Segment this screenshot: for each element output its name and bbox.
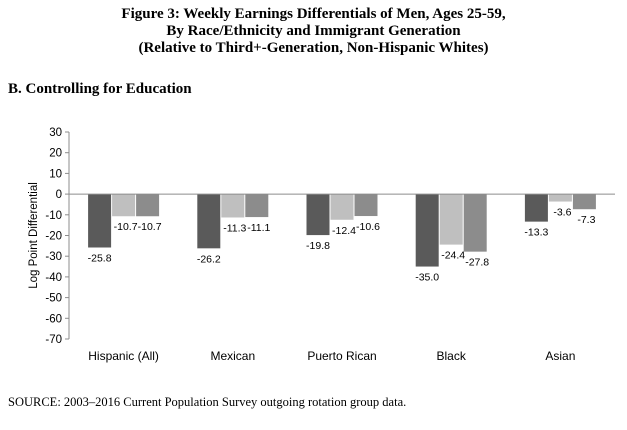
bar bbox=[306, 194, 330, 236]
figure-title-line-2: By Race/Ethnicity and Immigrant Generati… bbox=[166, 23, 461, 39]
y-tick-label: 30 bbox=[49, 127, 62, 139]
y-tick-label: -50 bbox=[45, 293, 62, 305]
bar bbox=[136, 194, 160, 217]
data-label: -25.8 bbox=[88, 253, 112, 265]
data-label: -10.7 bbox=[114, 221, 138, 233]
data-label: -12.4 bbox=[332, 225, 356, 237]
bar bbox=[415, 194, 439, 267]
y-tick-label: 10 bbox=[49, 168, 62, 180]
category-label: Puerto Rican bbox=[307, 349, 376, 363]
bar bbox=[112, 194, 136, 217]
figure-title-line-3: (Relative to Third+-Generation, Non-Hisp… bbox=[138, 40, 489, 56]
data-label: -10.6 bbox=[356, 221, 380, 233]
category-label: Hispanic (All) bbox=[88, 349, 159, 363]
bar bbox=[548, 194, 572, 202]
data-label: -11.3 bbox=[223, 222, 246, 234]
bar bbox=[463, 194, 487, 252]
figure-title-line-1: Figure 3: Weekly Earnings Differentials … bbox=[121, 6, 506, 22]
y-tick-label: 20 bbox=[49, 148, 62, 160]
data-label: -3.6 bbox=[553, 207, 571, 219]
data-label: -27.8 bbox=[465, 257, 489, 269]
y-tick-label: -70 bbox=[45, 334, 62, 346]
y-tick-label: 0 bbox=[56, 189, 62, 201]
data-label: -10.7 bbox=[138, 221, 162, 233]
category-label: Black bbox=[437, 349, 467, 363]
figure-title: Figure 3: Weekly Earnings Differentials … bbox=[0, 6, 627, 57]
bar bbox=[354, 194, 378, 217]
category-label: Mexican bbox=[210, 349, 255, 363]
source-note: SOURCE: 2003–2016 Current Population Sur… bbox=[8, 395, 407, 409]
y-tick-label: -20 bbox=[45, 231, 62, 243]
data-label: -13.3 bbox=[524, 227, 548, 239]
data-label: -24.4 bbox=[441, 250, 465, 262]
data-label: -11.1 bbox=[247, 222, 270, 234]
bar bbox=[88, 194, 112, 248]
bar bbox=[221, 194, 245, 218]
y-tick-label: -10 bbox=[45, 210, 62, 222]
data-label: -7.3 bbox=[577, 214, 595, 226]
y-tick-label: -60 bbox=[45, 313, 62, 325]
bar bbox=[245, 194, 269, 218]
data-label: -35.0 bbox=[415, 272, 439, 284]
bar bbox=[330, 194, 354, 220]
bar bbox=[572, 194, 596, 210]
data-label: -19.8 bbox=[306, 240, 330, 252]
panel-title: B. Controlling for Education bbox=[8, 81, 192, 97]
y-tick-label: -40 bbox=[45, 272, 62, 284]
y-tick-label: -30 bbox=[45, 251, 62, 263]
bar bbox=[197, 194, 221, 249]
data-label: -26.2 bbox=[197, 253, 221, 265]
bar bbox=[524, 194, 548, 222]
category-label: Asian bbox=[545, 349, 575, 363]
bar bbox=[439, 194, 463, 245]
y-axis-title: Log Point Differential bbox=[28, 182, 40, 289]
